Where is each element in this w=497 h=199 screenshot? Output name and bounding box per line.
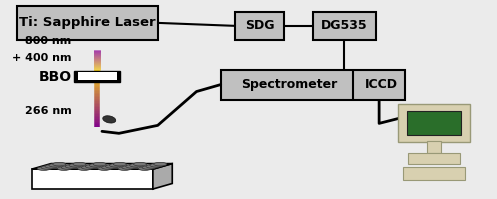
Text: + 400 nm: + 400 nm [12,53,72,63]
FancyBboxPatch shape [427,141,441,153]
Ellipse shape [45,165,58,168]
Text: ICCD: ICCD [364,78,398,91]
Text: 800 nm: 800 nm [25,36,72,46]
Ellipse shape [85,165,98,168]
Ellipse shape [73,162,86,166]
Ellipse shape [109,163,122,167]
FancyBboxPatch shape [74,71,120,82]
FancyBboxPatch shape [409,153,460,164]
Ellipse shape [113,162,126,166]
FancyBboxPatch shape [17,6,158,40]
FancyBboxPatch shape [404,167,465,180]
Ellipse shape [118,167,131,170]
Ellipse shape [154,162,167,166]
Text: SDG: SDG [245,19,274,32]
Ellipse shape [65,165,78,168]
FancyBboxPatch shape [78,72,117,80]
Ellipse shape [130,163,143,167]
Ellipse shape [82,166,94,169]
Text: Spectrometer: Spectrometer [241,78,337,91]
Text: 266 nm: 266 nm [25,106,72,116]
Ellipse shape [102,166,115,169]
Ellipse shape [126,165,139,168]
Ellipse shape [146,165,159,168]
Ellipse shape [134,162,147,166]
FancyBboxPatch shape [313,12,376,40]
FancyBboxPatch shape [408,111,461,135]
Ellipse shape [98,167,111,170]
FancyBboxPatch shape [235,12,284,40]
Ellipse shape [103,116,116,123]
Ellipse shape [57,167,71,170]
Ellipse shape [49,163,62,167]
Ellipse shape [89,163,102,167]
Ellipse shape [142,166,155,169]
Ellipse shape [150,163,163,167]
Ellipse shape [61,166,75,169]
Text: BBO: BBO [39,70,72,84]
Ellipse shape [41,166,54,169]
FancyBboxPatch shape [221,70,405,100]
Ellipse shape [37,167,50,170]
Ellipse shape [138,167,151,170]
Ellipse shape [93,162,106,166]
Ellipse shape [122,166,135,169]
Polygon shape [32,164,172,169]
Polygon shape [153,164,172,189]
FancyBboxPatch shape [398,104,470,142]
Polygon shape [32,169,153,189]
Text: Ti: Sapphire Laser: Ti: Sapphire Laser [19,16,156,29]
Ellipse shape [105,165,119,168]
Ellipse shape [53,162,66,166]
Ellipse shape [69,163,82,167]
Ellipse shape [78,167,90,170]
Text: DG535: DG535 [321,19,368,32]
